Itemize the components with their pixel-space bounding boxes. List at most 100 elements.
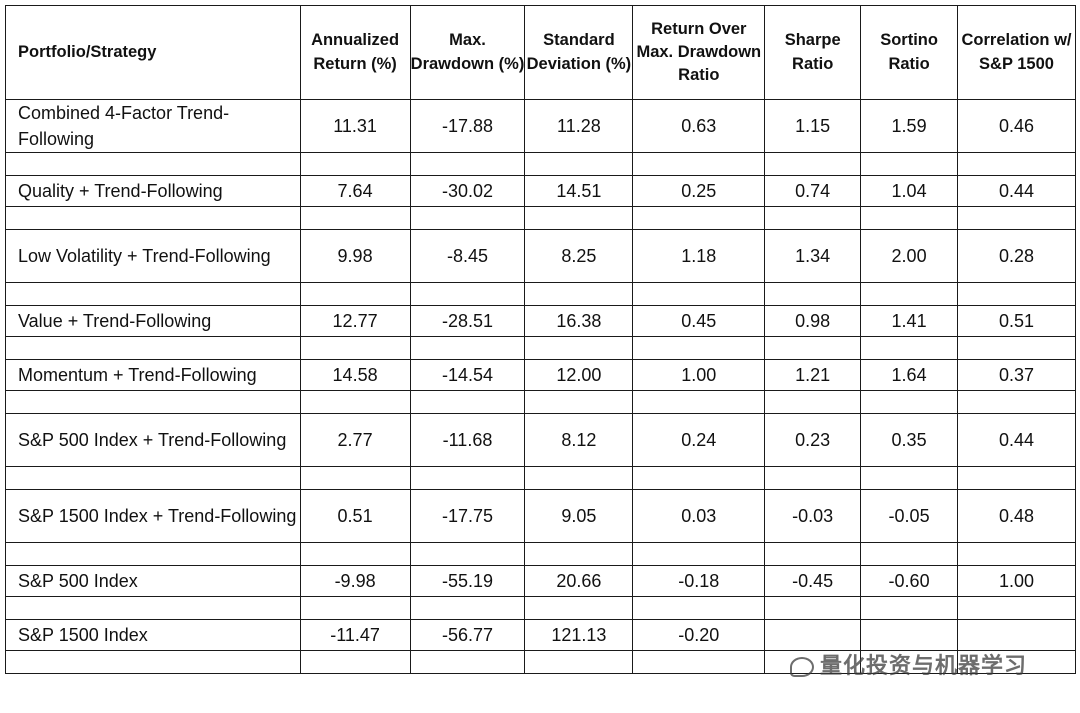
correlation-cell: 0.51 [957, 305, 1076, 338]
header-sharpe-ratio: Sharpe Ratio [764, 5, 862, 100]
table-row: S&P 500 Index + Trend-Following 2.77 -11… [5, 413, 1076, 468]
watermark-text: 量化投资与机器学习 [820, 654, 1028, 679]
spacer-row [5, 336, 1076, 361]
table-row: S&P 500 Index -9.98 -55.19 20.66 -0.18 -… [5, 565, 1076, 598]
spacer-row [5, 542, 1076, 567]
annualized-return-cell: 0.51 [299, 489, 411, 544]
portfolio-name: S&P 1500 Index + Trend-Following [5, 489, 301, 544]
standard-deviation-cell: 9.05 [524, 489, 634, 544]
sharpe-ratio-cell [764, 619, 862, 652]
correlation-cell: 0.44 [957, 413, 1076, 468]
correlation-cell: 0.28 [957, 229, 1076, 284]
header-standard-deviation: Standard Deviation (%) [524, 5, 634, 100]
portfolio-name: Value + Trend-Following [5, 305, 301, 338]
header-return-over-drawdown: Return Over Max. Drawdown Ratio [632, 5, 766, 100]
correlation-cell [957, 619, 1076, 652]
spacer-row [5, 596, 1076, 621]
max-drawdown-cell: -55.19 [409, 565, 526, 598]
table-row: Value + Trend-Following 12.77 -28.51 16.… [5, 305, 1076, 338]
portfolio-name: Quality + Trend-Following [5, 175, 301, 208]
annualized-return-cell: 14.58 [299, 359, 411, 392]
header-portfolio-strategy: Portfolio/Strategy [5, 5, 301, 100]
correlation-cell: 0.48 [957, 489, 1076, 544]
standard-deviation-cell: 121.13 [524, 619, 634, 652]
spacer-row [5, 466, 1076, 491]
correlation-cell: 0.46 [957, 98, 1076, 154]
sharpe-ratio-cell: 1.21 [764, 359, 862, 392]
standard-deviation-cell: 8.12 [524, 413, 634, 468]
annualized-return-cell: 7.64 [299, 175, 411, 208]
max-drawdown-cell: -28.51 [409, 305, 526, 338]
table-row: S&P 1500 Index -11.47 -56.77 121.13 -0.2… [5, 619, 1076, 652]
table-row: Quality + Trend-Following 7.64 -30.02 14… [5, 175, 1076, 208]
return-over-drawdown-cell: 0.24 [632, 413, 766, 468]
correlation-cell: 1.00 [957, 565, 1076, 598]
spacer-row [5, 206, 1076, 231]
spacer-row [5, 152, 1076, 177]
annualized-return-cell: 9.98 [299, 229, 411, 284]
max-drawdown-cell: -17.88 [409, 98, 526, 154]
sortino-ratio-cell: 2.00 [860, 229, 959, 284]
sortino-ratio-cell [860, 619, 959, 652]
sortino-ratio-cell: 0.35 [860, 413, 959, 468]
return-over-drawdown-cell: 0.45 [632, 305, 766, 338]
sharpe-ratio-cell: 1.34 [764, 229, 862, 284]
sortino-ratio-cell: 1.41 [860, 305, 959, 338]
max-drawdown-cell: -17.75 [409, 489, 526, 544]
sortino-ratio-cell: -0.05 [860, 489, 959, 544]
annualized-return-cell: 11.31 [299, 98, 411, 154]
sharpe-ratio-cell: 0.98 [764, 305, 862, 338]
header-max-drawdown: Max. Drawdown (%) [409, 5, 526, 100]
annualized-return-cell: 2.77 [299, 413, 411, 468]
portfolio-name: S&P 500 Index + Trend-Following [5, 413, 301, 468]
spacer-row [5, 390, 1076, 415]
return-over-drawdown-cell: 0.63 [632, 98, 766, 154]
portfolio-performance-table: Portfolio/Strategy Annualized Return (%)… [5, 5, 1076, 675]
table-row: Low Volatility + Trend-Following 9.98 -8… [5, 229, 1076, 284]
portfolio-name: Combined 4-Factor Trend-Following [5, 98, 301, 154]
return-over-drawdown-cell: -0.18 [632, 565, 766, 598]
return-over-drawdown-cell: 1.00 [632, 359, 766, 392]
table-row: Combined 4-Factor Trend-Following 11.31 … [5, 98, 1076, 154]
standard-deviation-cell: 14.51 [524, 175, 634, 208]
max-drawdown-cell: -11.68 [409, 413, 526, 468]
standard-deviation-cell: 12.00 [524, 359, 634, 392]
portfolio-name: S&P 500 Index [5, 565, 301, 598]
correlation-cell: 0.44 [957, 175, 1076, 208]
sharpe-ratio-cell: 0.74 [764, 175, 862, 208]
header-correlation: Correlation w/ S&P 1500 [957, 5, 1076, 100]
portfolio-name: Low Volatility + Trend-Following [5, 229, 301, 284]
max-drawdown-cell: -8.45 [409, 229, 526, 284]
wechat-icon [790, 657, 814, 677]
standard-deviation-cell: 8.25 [524, 229, 634, 284]
portfolio-name: Momentum + Trend-Following [5, 359, 301, 392]
return-over-drawdown-cell: 0.25 [632, 175, 766, 208]
header-row: Portfolio/Strategy Annualized Return (%)… [5, 5, 1076, 100]
table-row: S&P 1500 Index + Trend-Following 0.51 -1… [5, 489, 1076, 544]
sortino-ratio-cell: 1.04 [860, 175, 959, 208]
standard-deviation-cell: 16.38 [524, 305, 634, 338]
standard-deviation-cell: 11.28 [524, 98, 634, 154]
annualized-return-cell: 12.77 [299, 305, 411, 338]
annualized-return-cell: -9.98 [299, 565, 411, 598]
sortino-ratio-cell: 1.64 [860, 359, 959, 392]
header-annualized-return: Annualized Return (%) [299, 5, 411, 100]
table-row: Momentum + Trend-Following 14.58 -14.54 … [5, 359, 1076, 392]
sharpe-ratio-cell: 1.15 [764, 98, 862, 154]
spacer-row [5, 282, 1076, 307]
portfolio-name: S&P 1500 Index [5, 619, 301, 652]
sortino-ratio-cell: -0.60 [860, 565, 959, 598]
standard-deviation-cell: 20.66 [524, 565, 634, 598]
header-sortino-ratio: Sortino Ratio [860, 5, 959, 100]
sharpe-ratio-cell: -0.45 [764, 565, 862, 598]
max-drawdown-cell: -14.54 [409, 359, 526, 392]
return-over-drawdown-cell: -0.20 [632, 619, 766, 652]
correlation-cell: 0.37 [957, 359, 1076, 392]
return-over-drawdown-cell: 1.18 [632, 229, 766, 284]
return-over-drawdown-cell: 0.03 [632, 489, 766, 544]
annualized-return-cell: -11.47 [299, 619, 411, 652]
max-drawdown-cell: -30.02 [409, 175, 526, 208]
watermark: 量化投资与机器学习 [790, 648, 1027, 680]
sharpe-ratio-cell: -0.03 [764, 489, 862, 544]
sharpe-ratio-cell: 0.23 [764, 413, 862, 468]
